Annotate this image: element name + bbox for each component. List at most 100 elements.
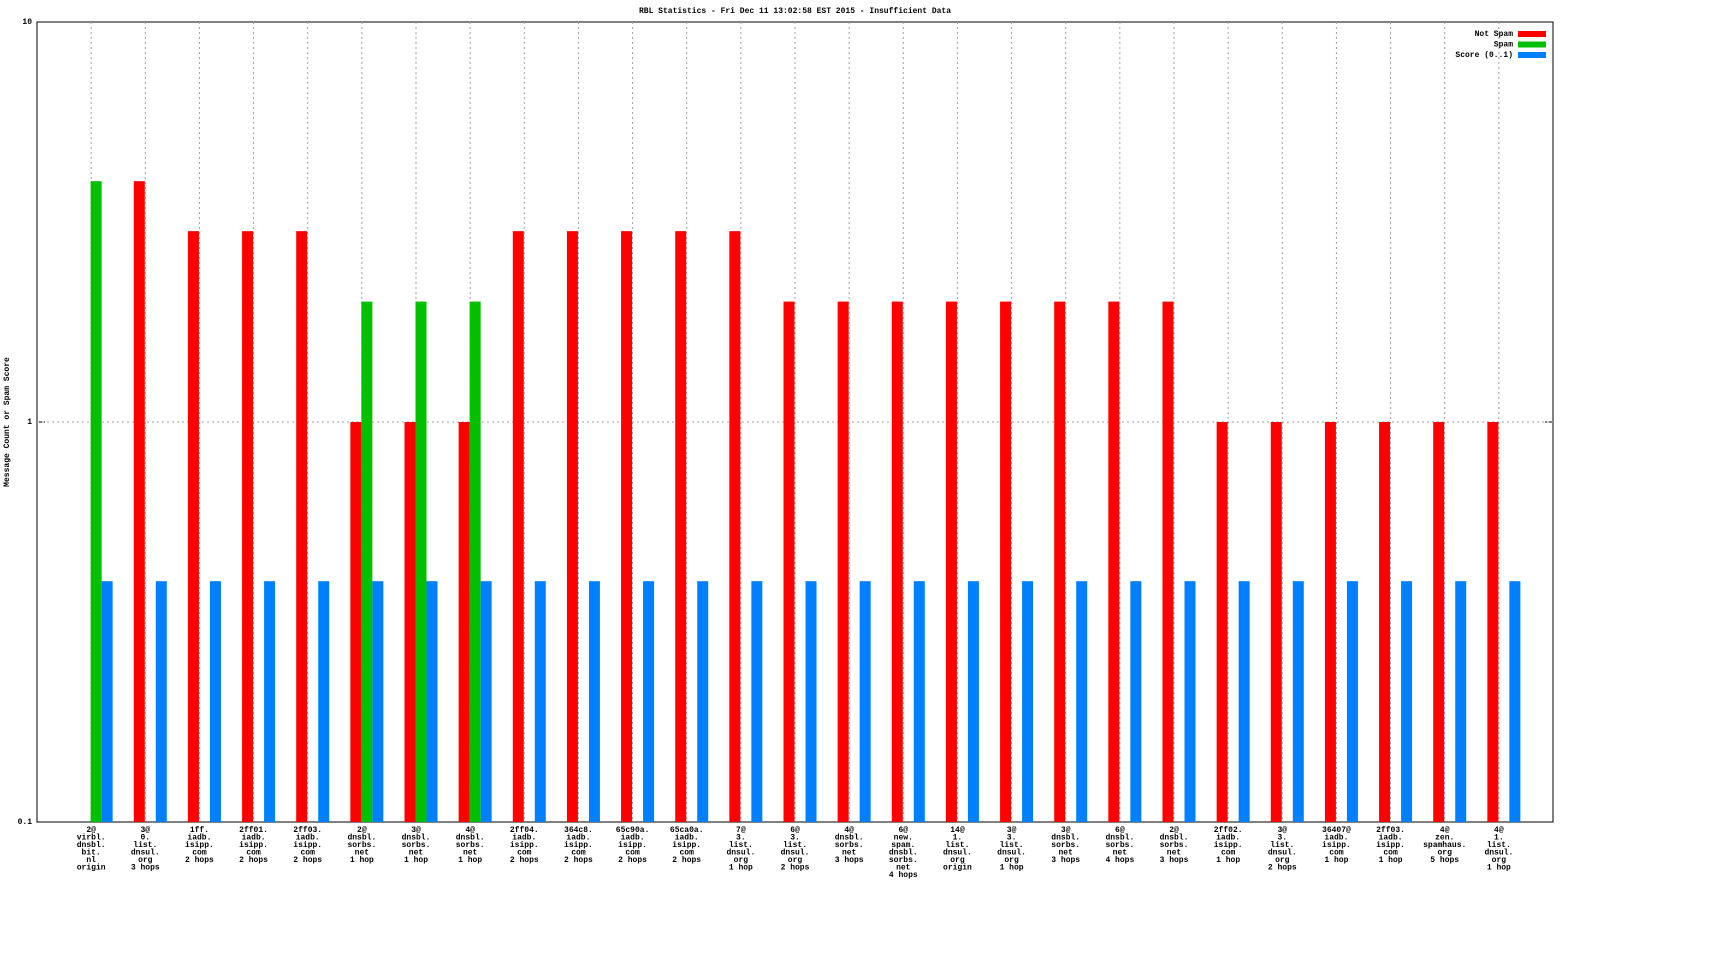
x-tick-label: com bbox=[625, 849, 640, 858]
x-tick-label: 6@ bbox=[1115, 826, 1125, 835]
bar bbox=[404, 422, 416, 822]
bar bbox=[90, 181, 102, 822]
x-tick-label: 1. bbox=[1494, 834, 1504, 843]
bar bbox=[1130, 581, 1142, 822]
x-tick-label: 2ff01. bbox=[239, 826, 268, 835]
bar bbox=[1022, 581, 1034, 822]
x-tick-label: dnsbl. bbox=[835, 834, 864, 843]
x-tick-label: isipp. bbox=[672, 841, 701, 850]
x-tick-label: com bbox=[680, 849, 695, 858]
x-tick-label: sorbs. bbox=[456, 841, 485, 850]
x-tick-label: dnsul. bbox=[726, 849, 755, 858]
x-tick-label: 1 hop bbox=[350, 856, 374, 865]
x-tick-label: sorbs. bbox=[402, 841, 431, 850]
x-tick-label: org bbox=[1492, 856, 1507, 865]
x-tick-label: 4@ bbox=[844, 826, 854, 835]
x-tick-label: 2 hops bbox=[293, 856, 322, 865]
x-tick-label: com bbox=[192, 849, 207, 858]
x-tick-label: dnsbl. bbox=[1051, 834, 1080, 843]
x-tick-label: list. bbox=[783, 841, 807, 850]
x-tick-label: net bbox=[463, 849, 478, 858]
x-tick-label: iadb. bbox=[512, 834, 536, 843]
x-tick-label: org bbox=[734, 856, 749, 865]
bar bbox=[264, 581, 276, 822]
bar bbox=[1054, 301, 1066, 822]
x-tick-label: isipp. bbox=[564, 841, 593, 850]
x-tick-label: 2ff03. bbox=[293, 826, 322, 835]
x-tick-label: net bbox=[896, 864, 911, 873]
x-tick-label: net bbox=[1113, 849, 1128, 858]
bar bbox=[621, 231, 633, 823]
x-tick-label: 2 hops bbox=[510, 856, 539, 865]
x-tick-label: 3. bbox=[1007, 834, 1017, 843]
x-tick-label: isipp. bbox=[1214, 841, 1243, 850]
x-tick-label: dnsbl. bbox=[456, 834, 485, 843]
x-tick-label: com bbox=[1221, 849, 1236, 858]
x-tick-label: isipp. bbox=[618, 841, 647, 850]
x-tick-label: isipp. bbox=[1322, 841, 1351, 850]
x-tick-label: nl bbox=[86, 856, 96, 865]
bar bbox=[1076, 581, 1088, 822]
bar bbox=[296, 231, 308, 823]
bar bbox=[415, 301, 427, 822]
x-tick-label: 3. bbox=[1277, 834, 1287, 843]
x-tick-label: dnsul. bbox=[131, 849, 160, 858]
x-tick-label: 364c8. bbox=[564, 826, 593, 835]
x-tick-label: list. bbox=[945, 841, 969, 850]
x-tick-label: list. bbox=[729, 841, 753, 850]
x-tick-label: net bbox=[355, 849, 370, 858]
x-tick-label: com bbox=[301, 849, 316, 858]
x-tick-label: origin bbox=[943, 864, 972, 873]
bar bbox=[1238, 581, 1250, 822]
x-tick-label: iadb. bbox=[621, 834, 645, 843]
x-tick-label: 65c90a. bbox=[616, 826, 650, 835]
bar bbox=[729, 231, 741, 823]
x-tick-label: net bbox=[842, 849, 857, 858]
x-tick-label: 7@ bbox=[736, 826, 746, 835]
x-tick-label: 2ff04. bbox=[510, 826, 539, 835]
x-tick-label: 2@ bbox=[1169, 826, 1179, 835]
x-tick-label: 1 hop bbox=[404, 856, 428, 865]
x-tick-label: 1. bbox=[953, 834, 963, 843]
x-tick-label: dnsbl. bbox=[77, 841, 106, 850]
bar bbox=[1216, 422, 1228, 822]
bar bbox=[1455, 581, 1467, 822]
x-tick-label: dnsbl. bbox=[889, 849, 918, 858]
bar bbox=[458, 422, 470, 822]
x-tick-label: org bbox=[788, 856, 803, 865]
x-tick-label: dnsul. bbox=[997, 849, 1026, 858]
x-tick-label: 3. bbox=[790, 834, 800, 843]
x-tick-label: new. bbox=[894, 834, 913, 843]
bar bbox=[1433, 422, 1445, 822]
x-tick-label: 1 hop bbox=[1216, 856, 1240, 865]
bar bbox=[187, 231, 199, 823]
x-tick-label: 3@ bbox=[1277, 826, 1287, 835]
x-tick-label: com bbox=[1329, 849, 1344, 858]
x-tick-label: dnsbl. bbox=[1160, 834, 1189, 843]
x-tick-label: org bbox=[950, 856, 965, 865]
x-tick-label: 4@ bbox=[1440, 826, 1450, 835]
x-tick-label: 3 hops bbox=[835, 856, 864, 865]
x-tick-label: 4 hops bbox=[1105, 856, 1134, 865]
x-tick-label: 1ff. bbox=[190, 826, 209, 835]
bar bbox=[1509, 581, 1521, 822]
x-tick-label: isipp. bbox=[185, 841, 214, 850]
y-tick-label: 0.1 bbox=[18, 818, 33, 827]
x-tick-label: 2@ bbox=[357, 826, 367, 835]
x-tick-label: dnsbl. bbox=[402, 834, 431, 843]
bar bbox=[209, 581, 221, 822]
legend-swatch bbox=[1518, 52, 1546, 58]
legend-swatch bbox=[1518, 31, 1546, 37]
x-tick-label: org bbox=[1275, 856, 1290, 865]
x-tick-label: dnsul. bbox=[1484, 849, 1513, 858]
bar bbox=[1401, 581, 1413, 822]
x-tick-label: 2 hops bbox=[564, 856, 593, 865]
x-tick-label: 65ca0a. bbox=[670, 826, 704, 835]
x-tick-label: 2ff03. bbox=[1376, 826, 1405, 835]
bar bbox=[805, 581, 817, 822]
x-tick-label: sorbs. bbox=[347, 841, 376, 850]
x-tick-label: dnsbl. bbox=[1105, 834, 1134, 843]
bar bbox=[1346, 581, 1358, 822]
x-tick-label: bit. bbox=[82, 849, 101, 858]
bar bbox=[566, 231, 578, 823]
